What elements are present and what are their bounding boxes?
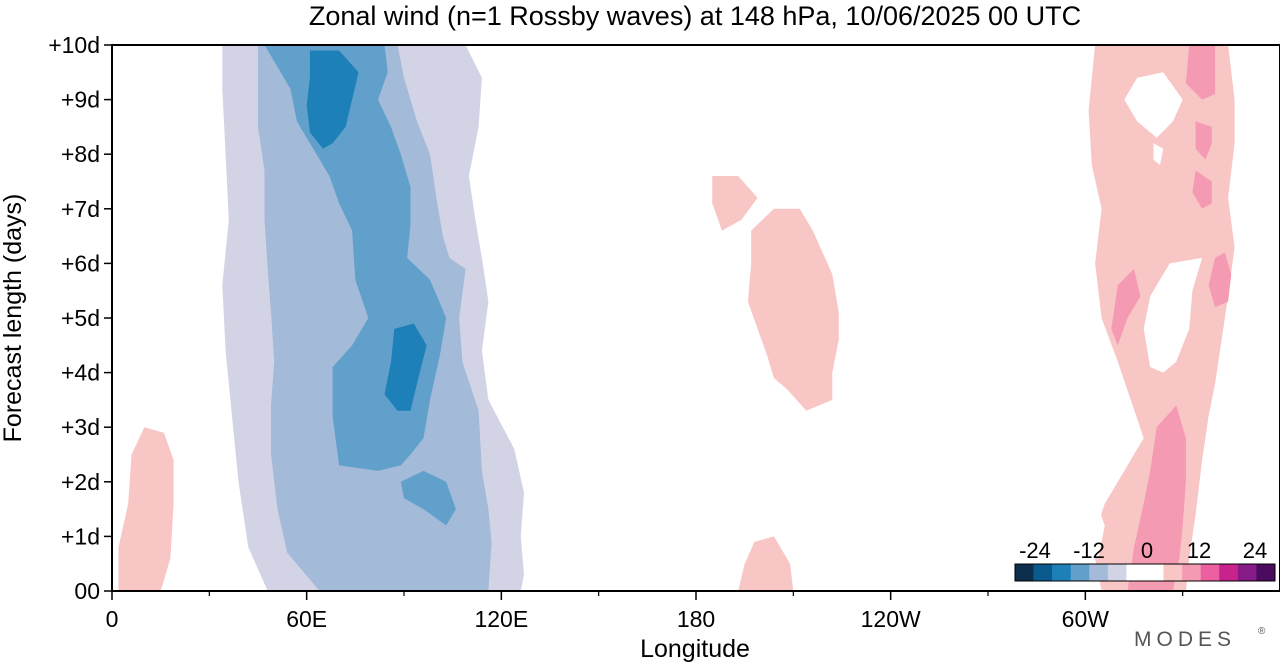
colorbar-label: -24: [1019, 538, 1051, 563]
zero-region: [1062, 481, 1105, 559]
y-axis: 00 +1d +2d +3d +4d +5d +6d +7d +8d +9d +10d: [48, 32, 112, 604]
modes-logo: MODES: [1134, 628, 1236, 651]
colorbar-label: 12: [1187, 538, 1211, 563]
colorbar-swatch: [1015, 564, 1034, 581]
colorbar-swatch: [1256, 564, 1276, 581]
colorbar-swatch: [1070, 564, 1090, 581]
colorbar-swatch: [1163, 564, 1183, 581]
zero-region: [1124, 72, 1183, 138]
colorbar-label: 24: [1243, 538, 1267, 563]
zero-region: [770, 45, 833, 155]
colorbar-swatch: [1126, 564, 1146, 581]
contour-region-pos12: [1192, 170, 1212, 209]
colorbar-label: 0: [1141, 538, 1153, 563]
contour-region-neg20: [384, 323, 427, 411]
contour-regions: [112, 45, 1280, 591]
contour-region-pos12: [1195, 121, 1212, 160]
contour-region-pos12: [1127, 405, 1186, 591]
y-tick-label: +10d: [48, 32, 100, 58]
colorbar-swatch: [1033, 564, 1053, 581]
x-tick-label: 60W: [1062, 606, 1110, 632]
colorbar-swatch: [1237, 564, 1257, 581]
negative-island: [903, 470, 966, 591]
negative-island: [923, 230, 995, 379]
x-axis: 0 60E 120E 180 120W 60W: [106, 591, 1184, 632]
contour-region-pos12: [1208, 252, 1232, 308]
y-axis-title: Forecast length (days): [0, 194, 27, 443]
contour-region-pos8: [118, 427, 174, 591]
contour-region-pos8: [738, 536, 794, 591]
colorbar-swatch: [1200, 564, 1220, 581]
contour-region-pos12: [1111, 268, 1141, 346]
y-tick-label: +7d: [61, 196, 100, 222]
y-tick-label: +6d: [61, 250, 100, 276]
colorbar-swatch: [1089, 564, 1109, 581]
zero-region: [718, 45, 752, 106]
zero-region: [1143, 257, 1203, 373]
y-tick-label: 00: [74, 578, 100, 604]
x-tick-label: 120E: [474, 606, 528, 632]
contour-region-pos8: [747, 208, 839, 411]
chart-title: Zonal wind (n=1 Rossby waves) at 148 hPa…: [309, 1, 1081, 31]
contour-region-pos8: [712, 176, 758, 231]
colorbar-swatch: [1107, 564, 1127, 581]
y-tick-label: +8d: [61, 141, 100, 167]
x-tick-label: 60E: [286, 606, 327, 632]
contour-region-neg20: [306, 50, 359, 149]
colorbar-swatch: [1182, 564, 1202, 581]
x-tick-label: 120W: [861, 606, 921, 632]
zero-region: [1153, 143, 1164, 166]
y-tick-label: +9d: [61, 87, 100, 113]
colorbar-label: -12: [1073, 538, 1105, 563]
contour-region-neg16: [400, 470, 456, 526]
colorbar-swatch: [1145, 564, 1164, 581]
registered-mark: ®: [1258, 626, 1266, 637]
y-tick-label: +4d: [61, 360, 100, 386]
y-tick-label: +2d: [61, 469, 100, 495]
y-tick-label: +1d: [61, 523, 100, 549]
y-tick-label: +3d: [61, 414, 100, 440]
x-tick-label: 180: [677, 606, 715, 632]
colorbar-swatch: [1052, 564, 1072, 581]
colorbar-swatch: [1219, 564, 1239, 581]
colorbar-frame: [1014, 563, 1276, 582]
y-tick-label: +5d: [61, 305, 100, 331]
x-axis-title: Longitude: [640, 635, 750, 663]
x-tick-label: 0: [106, 606, 119, 632]
colorbar: -24 -12 0 12 24: [1014, 538, 1276, 582]
contour-region-pos12: [1185, 45, 1216, 100]
